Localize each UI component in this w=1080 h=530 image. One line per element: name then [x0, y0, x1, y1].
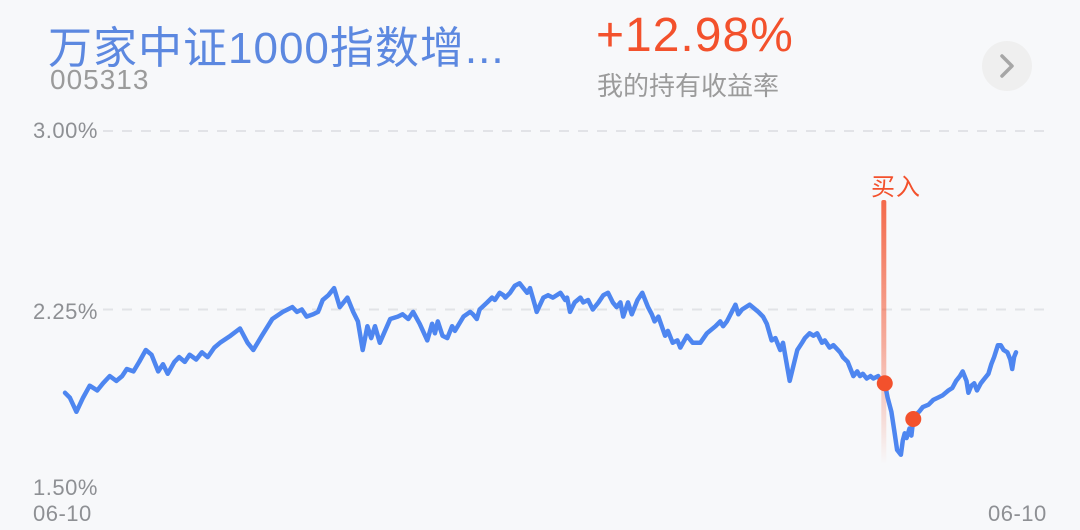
trade-dot-1 — [876, 375, 893, 392]
return-line — [62, 281, 1019, 457]
trade-dot-2 — [905, 410, 922, 427]
fund-name[interactable]: 万家中证1000指数增... — [48, 24, 505, 73]
holding-return-label: 我的持有收益率 — [597, 71, 780, 101]
y-tick-2.25: 2.25% — [33, 299, 98, 324]
y-tick-3.00: 3.00% — [33, 118, 98, 143]
buy-marker-line — [881, 200, 887, 465]
chevron-right-icon — [1000, 54, 1014, 78]
detail-chevron-button[interactable] — [982, 41, 1032, 91]
x-label-end: 06-10 — [988, 501, 1047, 526]
x-label-start: 06-10 — [33, 501, 92, 526]
fund-code: 005313 — [50, 64, 150, 95]
y-tick-1.50: 1.50% — [33, 475, 98, 500]
holding-return-value: +12.98% — [596, 9, 794, 62]
buy-marker-label: 买入 — [871, 174, 921, 201]
